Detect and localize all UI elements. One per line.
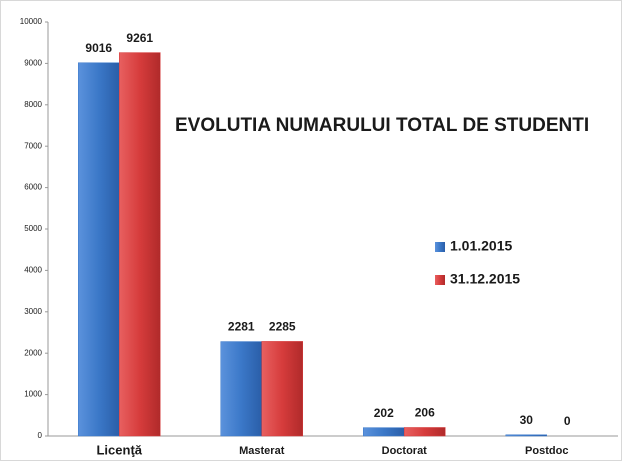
value-label: 9016: [85, 41, 112, 55]
legend-swatch: [435, 242, 445, 252]
y-tick-label: 8000: [24, 100, 42, 109]
value-label: 202: [374, 406, 394, 420]
legend-label: 31.12.2015: [450, 271, 520, 287]
bar: [363, 427, 405, 437]
bar: [404, 427, 446, 437]
y-tick-label: 10000: [20, 17, 43, 26]
bar: [119, 52, 161, 437]
y-tick-label: 5000: [24, 224, 42, 233]
x-tick-label: Doctorat: [382, 445, 428, 457]
y-tick-label: 7000: [24, 141, 42, 150]
x-tick-label: Masterat: [239, 445, 285, 457]
y-tick-label: 6000: [24, 183, 42, 192]
legend-swatch: [435, 275, 445, 285]
y-tick-label: 1000: [24, 390, 42, 399]
value-label: 9261: [126, 31, 153, 45]
y-tick-label: 2000: [24, 348, 42, 357]
bar: [261, 341, 303, 437]
y-tick-label: 3000: [24, 307, 42, 316]
bar: [220, 341, 262, 437]
y-tick-label: 0: [38, 431, 43, 440]
bar: [78, 62, 120, 437]
x-tick-label: Licenţă: [96, 442, 142, 457]
value-label: 2285: [269, 320, 296, 334]
value-label: 2281: [228, 320, 255, 334]
y-tick-label: 4000: [24, 266, 42, 275]
y-tick-label: 9000: [24, 59, 42, 68]
legend-label: 1.01.2015: [450, 238, 512, 254]
value-label: 206: [415, 406, 435, 420]
bar: [505, 434, 547, 437]
x-tick-label: Postdoc: [525, 445, 568, 457]
value-label: 0: [564, 414, 571, 428]
chart-title: EVOLUTIA NUMARULUI TOTAL DE STUDENTI: [175, 115, 589, 136]
value-label: 30: [520, 413, 534, 427]
